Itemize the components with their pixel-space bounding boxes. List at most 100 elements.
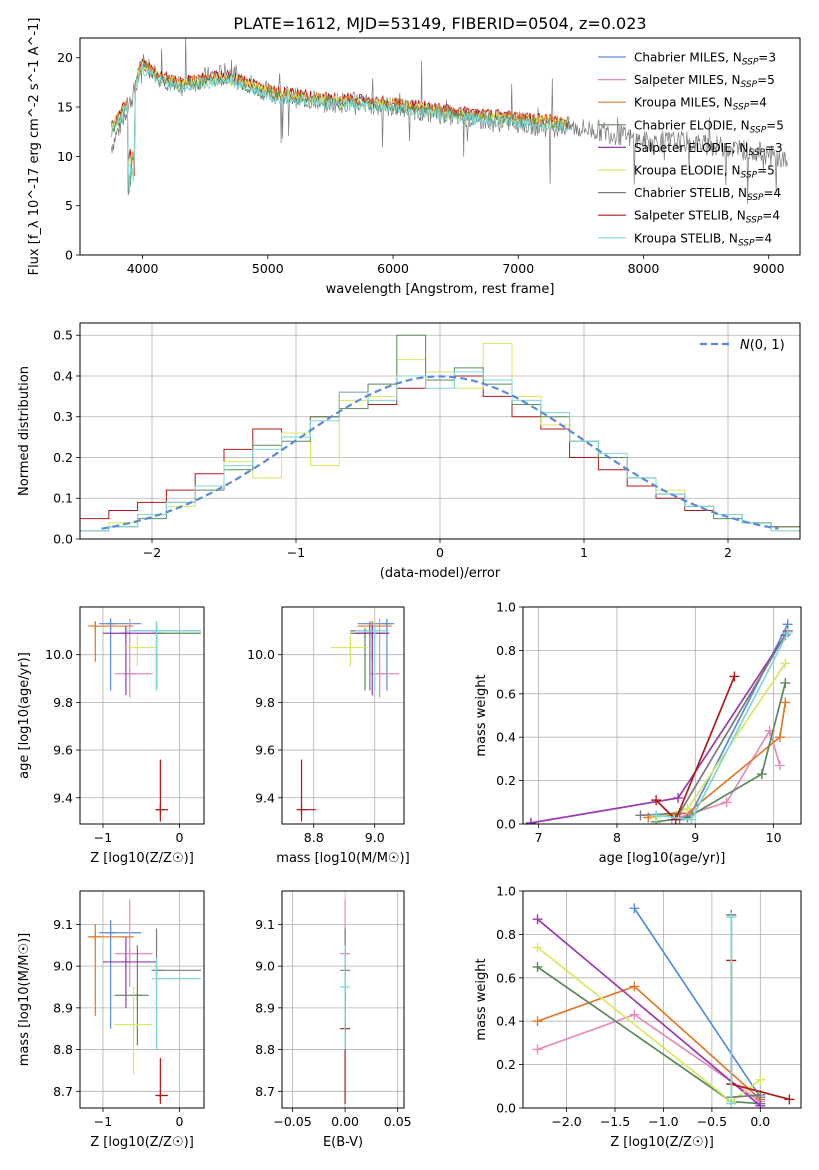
weight_vs_age-marks [525, 619, 793, 824]
weight-marker [721, 797, 732, 808]
errorbar-marker [105, 927, 116, 938]
y-tick-label: 0.3 [53, 409, 73, 424]
x-axis-label: Z [log10(Z/Z☉)] [610, 1135, 714, 1150]
legend-label: Chabrier STELIB, NSSP=4 [634, 186, 781, 203]
x-axis-label: Z [log10(Z/Z☉)] [90, 1135, 194, 1150]
y-tick-label: 8.8 [53, 1042, 73, 1057]
y-tick-label: 15 [57, 100, 73, 115]
weight-line [655, 682, 787, 823]
x-tick-label: 0.05 [384, 1114, 412, 1129]
y-tick-label: 0.4 [496, 730, 516, 745]
y-tick-label: 0 [65, 248, 73, 263]
age_vs_mass-panel: 8.8 9.0 9.4 9.6 9.8 10.0 mass [log10(M/M☉)] [247, 606, 410, 866]
plot-frame [281, 606, 405, 825]
weight-marker [532, 1044, 543, 1055]
weight-marker [532, 961, 543, 972]
x-tick-label: 0.00 [331, 1114, 359, 1129]
y-tick-label: 0.5 [53, 328, 73, 343]
y-tick-label: 0.2 [496, 773, 516, 788]
errorbar-marker [155, 1090, 166, 1101]
age_vs_mass-marks [296, 618, 400, 822]
errorbar-marker [345, 642, 356, 653]
x-tick-label: −1 [94, 830, 112, 845]
y-axis-label: Flux [f_λ 10^-17 erg cm^-2 s^-1 A^-1] [27, 18, 42, 276]
weight_vs_Z-panel: −2.0 −1.5 −1.0 −0.5 0.0 0.0 0.2 0.4 0.6 0.8 1.0 Z [… [474, 884, 802, 1150]
mass_vs_ebv-marks [340, 899, 351, 1104]
x-tick-label: −1 [287, 545, 305, 560]
legend-label: Kroupa STELIB, NSSP=4 [634, 231, 772, 248]
y-tick-label: 0.8 [496, 927, 516, 942]
x-tick-label: −2 [143, 545, 161, 560]
weight-line [640, 630, 789, 817]
spectrum-panel: 4000 5000 6000 7000 8000 9000 0 5 10 15 20 waveleng… [27, 18, 801, 297]
x-tick-label: 9.0 [365, 830, 385, 845]
x-tick-label: −2.0 [551, 1114, 581, 1129]
plot-frame [79, 890, 205, 1109]
legend-label: Kroupa MILES, NSSP=4 [634, 96, 767, 113]
weight-marker [682, 803, 693, 814]
y-tick-label: 1.0 [496, 884, 516, 899]
y-axis-label: age [log10(age/yr)] [17, 652, 32, 779]
residuals-panel: −2 −1 0 1 2 0.0 0.1 0.2 0.3 0.4 0.5 (data-model)/er… [17, 322, 801, 581]
errorbar-marker [151, 973, 162, 984]
weight-marker [780, 677, 791, 688]
weight-marker [651, 810, 662, 821]
x-axis-label: Z [log10(Z/Z☉)] [90, 851, 194, 866]
weight-marker [774, 732, 785, 743]
weight-line [537, 985, 761, 1100]
weight-marker [532, 914, 543, 925]
weight-marker [756, 769, 767, 780]
x-tick-label: 1 [580, 545, 588, 560]
x-tick-label: −1 [94, 1114, 112, 1129]
y-tick-label: 0.6 [496, 686, 516, 701]
y-tick-label: 10.0 [247, 647, 275, 662]
weight-line [648, 702, 787, 819]
x-tick-label: −0.05 [273, 1114, 311, 1129]
legend-label: Salpeter MILES, NSSP=5 [634, 73, 775, 90]
y-tick-label: 8.8 [255, 1042, 275, 1057]
y-tick-label: 9.4 [53, 790, 73, 805]
y-tick-label: 0.0 [496, 1101, 516, 1116]
x-tick-label: 2 [724, 545, 732, 560]
x-tick-label: 0 [176, 1114, 184, 1129]
weight-marker [651, 795, 662, 806]
weight-marker [726, 912, 737, 923]
weight-marker [755, 1100, 766, 1108]
spectrum-marks [110, 38, 788, 204]
weight-marker [629, 981, 640, 992]
residuals-legend: N(0, 1) [700, 338, 785, 353]
x-tick-label: 10 [766, 830, 782, 845]
y-axis-label: mass weight [474, 674, 489, 756]
legend-label: Kroupa ELODIE, NSSP=5 [634, 164, 775, 181]
errorbar-marker [151, 625, 162, 636]
x-tick-label: 9000 [753, 261, 785, 276]
legend-label: N(0, 1) [740, 338, 785, 353]
gaussian-curve [101, 375, 779, 530]
weight-marker [635, 810, 646, 821]
x-tick-label: 6000 [377, 261, 409, 276]
errorbar-marker [381, 618, 392, 629]
weight-marker [729, 671, 740, 682]
errorbar-marker [367, 628, 378, 639]
y-tick-label: 9.8 [255, 695, 275, 710]
mass_vs_ebv-panel: −0.05 0.00 0.05 8.7 8.8 8.9 9.0 9.1 E(B-V) [255, 890, 412, 1150]
x-tick-label: 4000 [127, 261, 159, 276]
weight-marker [629, 1009, 640, 1020]
y-tick-label: 0.6 [496, 970, 516, 985]
y-tick-label: 8.9 [53, 1000, 73, 1015]
errorbar-marker [90, 931, 101, 942]
x-tick-label: 5000 [252, 261, 284, 276]
plot-frame [79, 606, 205, 825]
weight-line [655, 662, 787, 819]
weight-marker [532, 942, 543, 953]
plot-frame [79, 322, 801, 540]
x-tick-label: 9 [691, 830, 699, 845]
weight-marker [780, 658, 791, 669]
weight-line [730, 914, 761, 1099]
legend-label: Salpeter ELODIE, NSSP=3 [634, 141, 783, 158]
plot-frame [522, 606, 802, 825]
y-tick-label: 20 [57, 50, 73, 65]
y-tick-label: 8.7 [53, 1084, 73, 1099]
y-axis-label: mass [log10(M/M☉)] [17, 933, 32, 1066]
